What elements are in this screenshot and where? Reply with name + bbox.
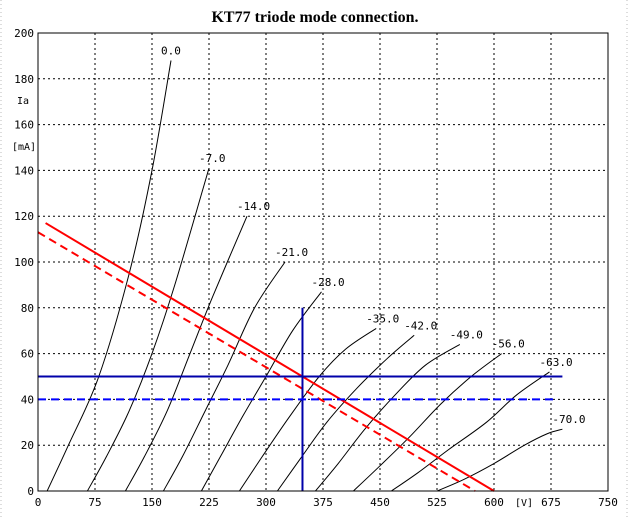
y-tick-label: 160	[14, 119, 34, 132]
x-tick-label: 675	[541, 496, 561, 509]
y-tick-label: 20	[21, 439, 34, 452]
x-tick-label: 450	[370, 496, 390, 509]
curve-label: -7.0	[199, 152, 226, 165]
x-tick-label: 300	[256, 496, 276, 509]
curve-label: -56.0	[492, 338, 525, 351]
y-axis-unit: [mA]	[12, 142, 36, 153]
plate-curve	[200, 291, 322, 492]
y-tick-label: 0	[27, 485, 34, 498]
x-tick-label: 750	[598, 496, 618, 509]
load-lines	[37, 222, 563, 492]
plate-curve	[238, 327, 377, 492]
x-axis-unit: [V]	[515, 498, 533, 509]
curve-label: -70.0	[552, 413, 585, 426]
y-axis-name: Ia	[17, 96, 29, 107]
y-tick-label: 120	[14, 210, 34, 223]
x-tick-label: 0	[35, 496, 42, 509]
plate-curve	[162, 261, 286, 492]
x-tick-label: 150	[142, 496, 162, 509]
plate-curve	[276, 334, 415, 492]
curve-label: -49.0	[450, 328, 483, 341]
x-tick-label: 525	[427, 496, 447, 509]
y-tick-label: 40	[21, 393, 34, 406]
y-tick-label: 140	[14, 164, 34, 177]
x-tick-label: 600	[484, 496, 504, 509]
chart-title: KT77 triode mode connection.	[211, 9, 418, 26]
plate-curve	[46, 60, 172, 492]
y-tick-label: 80	[21, 302, 34, 315]
curve-label: -28.0	[311, 276, 344, 289]
y-tick-label: 60	[21, 348, 34, 361]
y-tick-label: 200	[14, 27, 34, 40]
x-tick-label: 225	[199, 496, 219, 509]
curve-labels: 0.0 -7.0 -14.0 -21.0 -28.0 -35.0 -42.0 -49.0 -56…	[161, 44, 586, 426]
y-tick-label: 180	[14, 73, 34, 86]
curve-label: 0.0	[161, 44, 181, 57]
x-tick-label: 375	[313, 496, 333, 509]
load-line-dashed	[37, 231, 476, 492]
curve-label: -21.0	[275, 246, 308, 259]
grid	[38, 33, 608, 491]
plot-frame	[37, 32, 609, 492]
load-line-solid	[45, 222, 495, 492]
plate-curve	[86, 167, 210, 492]
plate-curve	[436, 428, 563, 492]
plate-curve	[391, 371, 550, 492]
curve-label: -35.0	[366, 312, 399, 325]
plate-curve	[315, 344, 461, 492]
tick-labels: 0 75 150 225 300 375 450 525 600 675 750 0 20 40 60 80 1…	[14, 27, 618, 509]
curve-label: -42.0	[404, 319, 437, 332]
plate-curve	[353, 353, 502, 492]
x-tick-label: 75	[88, 496, 101, 509]
curve-label: -63.0	[539, 356, 572, 369]
y-tick-label: 100	[14, 256, 34, 269]
curve-label: -14.0	[237, 200, 270, 213]
